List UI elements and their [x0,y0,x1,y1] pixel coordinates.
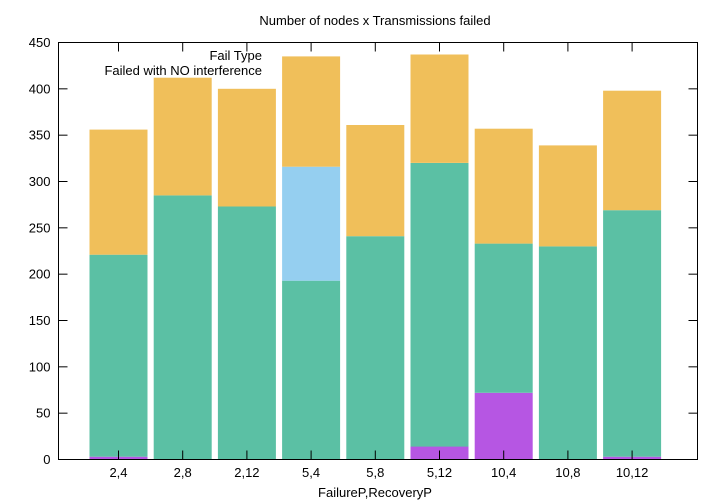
bar-segment-7-series-3 [538,145,597,247]
bar-segment-3-series-2 [282,166,341,281]
y-tick-label-1: 50 [36,406,50,421]
y-tick-label-9: 450 [29,35,51,50]
legend-entry-no-interference: Failed with NO interference [104,63,262,78]
x-tick-label-5: 5,12 [427,465,452,480]
bar-segment-3-series-3 [282,56,341,167]
x-axis: 2,4 2,8 2,12 5,4 5,8 5,12 10,4 10,8 10,12 [109,42,649,480]
bars-group [89,54,662,460]
bar-segment-6-series-0 [474,392,533,460]
bar-segment-4-series-3 [346,125,405,237]
bar-segment-8-series-1 [603,210,662,457]
x-tick-label-3: 5,4 [302,465,320,480]
y-tick-label-7: 350 [29,128,51,143]
bar-segment-0-series-1 [89,254,148,457]
x-tick-label-1: 2,8 [174,465,192,480]
bar-segment-5-series-3 [410,54,469,163]
x-tick-label-2: 2,12 [234,465,259,480]
bar-segment-3-series-1 [282,280,341,460]
legend: Fail Type Failed with NO interference [104,48,262,78]
bar-segment-8-series-3 [603,90,662,211]
x-tick-label-4: 5,8 [366,465,384,480]
bar-segment-2-series-3 [217,88,276,207]
x-tick-label-8: 10,12 [616,465,649,480]
bar-segment-6-series-1 [474,243,533,393]
bar-segment-5-series-1 [410,163,469,447]
bar-segment-6-series-3 [474,128,533,244]
plot-frame [58,42,698,460]
x-tick-label-0: 2,4 [109,465,127,480]
bar-segment-7-series-1 [538,246,597,460]
y-tick-label-8: 400 [29,81,51,96]
y-tick-label-2: 100 [29,359,51,374]
bar-segment-1-series-3 [153,77,212,196]
y-tick-label-3: 150 [29,313,51,328]
y-tick-label-5: 250 [29,220,51,235]
y-tick-label-4: 200 [29,267,51,282]
bar-segment-2-series-1 [217,206,276,460]
bar-segment-0-series-3 [89,129,148,255]
y-tick-label-6: 300 [29,174,51,189]
chart-title: Number of nodes x Transmissions failed [259,13,490,28]
y-axis: 0 50 100 150 200 250 300 350 400 450 [29,35,698,467]
legend-title: Fail Type [209,48,262,63]
bar-segment-4-series-1 [346,236,405,460]
bar-segment-1-series-1 [153,195,212,460]
x-axis-label: FailureP,RecoveryP [318,485,432,500]
x-tick-label-7: 10,8 [555,465,580,480]
x-tick-label-6: 10,4 [491,465,516,480]
y-tick-label-0: 0 [43,452,50,467]
